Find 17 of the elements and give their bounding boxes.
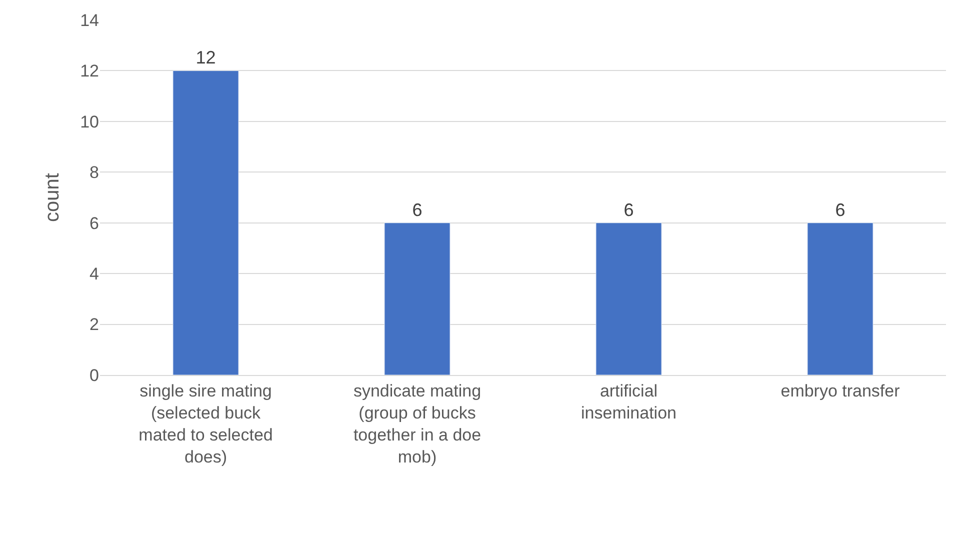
- x-tick-label: single sire mating (selected buck mated to selected does): [138, 381, 273, 467]
- y-tick-label: 10: [80, 112, 99, 132]
- x-tick-label: syndicate mating (group of bucks together in a doe mob): [353, 381, 482, 467]
- data-label: 6: [624, 200, 634, 220]
- data-label: 12: [196, 48, 216, 68]
- y-tick-label: 0: [90, 366, 99, 385]
- y-tick-label: 12: [80, 62, 99, 81]
- y-tick-label: 6: [90, 214, 99, 233]
- x-tick-label: embryo transfer: [780, 381, 900, 400]
- y-tick-label: 14: [80, 10, 99, 30]
- y-tick-label: 2: [90, 315, 99, 334]
- y-tick-label: 4: [90, 264, 99, 284]
- data-label: 6: [835, 200, 846, 220]
- x-tick-label: artificial insemination: [581, 381, 676, 422]
- y-axis-title: count: [42, 172, 64, 222]
- y-tick-label: 8: [90, 163, 99, 182]
- data-label: 6: [412, 200, 422, 220]
